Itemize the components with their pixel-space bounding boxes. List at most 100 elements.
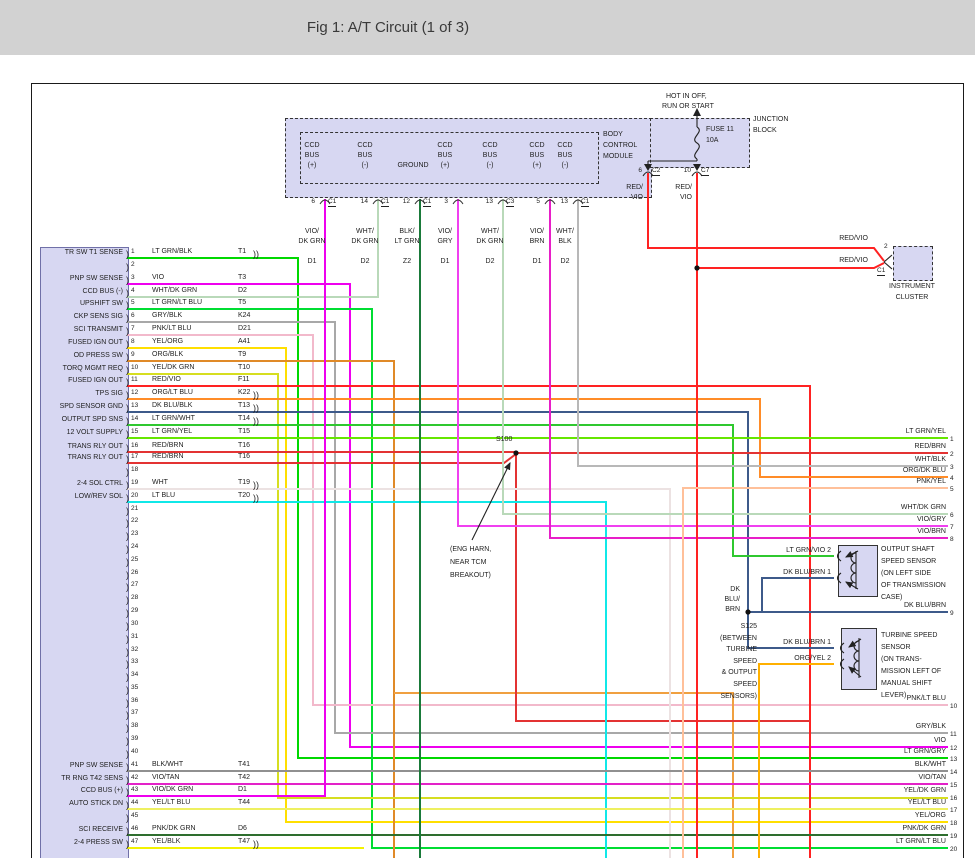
top-wire-color-label: WHT/ (556, 228, 574, 235)
tcm-pin-number: 40 (131, 748, 139, 755)
top-pin-number: 13 (485, 198, 493, 205)
wire-color-label: YEL/BLK (152, 838, 181, 845)
tcm-pin-function-label: FUSED IGN OUT (68, 377, 123, 384)
tcm-pin-number: 15 (131, 428, 139, 435)
edge-pin-number: 4 (950, 475, 954, 482)
wire-color-label: VIO (152, 274, 165, 281)
sensor-pin-label: LT GRN/VIO 2 (786, 547, 831, 554)
top-pin-connector: C1 (581, 198, 590, 207)
sensor-description: (ON TRANS- (881, 656, 922, 663)
pin-bracket-icon: ) (126, 608, 129, 618)
s125-label: SPEED (733, 681, 757, 688)
wire-color-label: VIO (679, 194, 692, 201)
wire-color-label: BLK/WHT (914, 761, 946, 768)
wire-color-label: RED/VIO (839, 235, 868, 242)
bcm-label: CONTROL (603, 142, 638, 149)
ccd-box-label: (+) (532, 162, 542, 169)
sensor-description: MISSION LEFT OF (881, 668, 942, 675)
pin-bracket-icon: ) (126, 685, 129, 695)
pin-bracket-icon: ) (126, 723, 129, 733)
ccd-box-label: CCD (304, 142, 320, 149)
pin-bracket-icon: ) (126, 672, 129, 682)
top-wire-color-label: LT GRN (394, 238, 420, 245)
wire-color-label: WHT (152, 479, 168, 486)
wire-color-label: YEL/DK GRN (152, 364, 195, 371)
top-circuit-label: D2 (360, 258, 370, 265)
pin-bracket-icon: ) (126, 698, 129, 708)
circuit-label: K22 (238, 389, 251, 396)
tcm-pin-number: 33 (131, 658, 139, 665)
tcm-pin-function-label: TPS SIG (95, 390, 123, 397)
top-wire-color-label: BRN (529, 238, 545, 245)
edge-pin-number: 16 (950, 795, 958, 802)
pin-bracket-icon: ) (126, 787, 129, 797)
pin-bracket-icon: ) (126, 621, 129, 631)
tcm-pin-function-label: PNP SW SENSE (69, 762, 123, 769)
tcm-pin-function-label: UPSHIFT SW (79, 300, 123, 307)
pin-bracket-icon: ) (126, 390, 129, 400)
tcm-pin-number: 6 (131, 312, 135, 319)
title-bar: Fig 1: A/T Circuit (1 of 3) (0, 0, 975, 55)
ccd-box-label: CCD (529, 142, 545, 149)
tcm-pin-number: 46 (131, 825, 139, 832)
tcm-pin-number: 42 (131, 774, 139, 781)
ccd-box-label: CCD (557, 142, 573, 149)
sensor-description: OF TRANSMISSION (881, 582, 946, 589)
tcm-pin-number: 32 (131, 646, 139, 653)
s125-label: & OUTPUT (721, 669, 757, 677)
wire-color-label: RED/ (675, 184, 692, 191)
circuit-label: T42 (238, 774, 251, 781)
top-wire-color-label: VIO/ (529, 228, 545, 235)
tcm-pin-function-label: CCD BUS (-) (82, 288, 123, 295)
edge-pin-number: 12 (950, 745, 958, 752)
circuit-label: D2 (238, 287, 247, 294)
pin-bracket-icon: ) (126, 595, 129, 605)
wire-color-label: VIO/TAN (918, 774, 946, 781)
wire-color-label: PNK/YEL (916, 478, 946, 485)
edge-pin-number: 9 (950, 610, 954, 617)
tcm-pin-function-label: TRANS RLY OUT (67, 443, 123, 450)
ccd-box-label: (-) (561, 162, 569, 169)
circuit-label: T14 (238, 415, 251, 422)
edge-pin-number: 10 (950, 703, 958, 710)
top-pin-number: 14 (360, 198, 368, 205)
wire-color-label: ORG/BLK (152, 351, 184, 358)
tcm-pin-number: 16 (131, 442, 139, 449)
wire-color-label: DK (730, 586, 740, 593)
wire-color-label: VIO/GRY (916, 516, 946, 523)
wire-color-label: LT BLU (152, 492, 176, 499)
pin-bracket-icon: ) (126, 544, 129, 554)
pin-bracket-icon: ) (126, 659, 129, 669)
tcm-pin-number: 30 (131, 620, 139, 627)
circuit-label: T44 (238, 799, 251, 806)
junction-pin-connector: C7 (701, 167, 710, 176)
wire-color-label: LT GRN/BLK (152, 248, 193, 255)
pin-bracket-icon: ) (126, 518, 129, 528)
junction-pin-connector: C2 (652, 167, 661, 176)
wire-color-label: PNK/LT BLU (906, 695, 946, 702)
tcm-pin-number: 9 (131, 351, 135, 358)
body-control-module-box (285, 118, 652, 198)
wire-color-label: RED/VIO (152, 376, 181, 383)
tcm-pin-number: 18 (131, 466, 139, 473)
sensor-description: MANUAL SHIFT (881, 680, 933, 687)
top-wire-color-label: VIO/ (304, 228, 320, 235)
top-pin-connector: C1 (423, 198, 432, 207)
tcm-pin-number: 36 (131, 697, 139, 704)
pin-bracket-icon: ) (126, 557, 129, 567)
ccd-box-label: BUS (557, 152, 573, 159)
wire-color-label: VIO/TAN (152, 774, 180, 781)
tcm-pin-function-label: LOW/REV SOL (74, 493, 123, 500)
cluster-conn: C1 (877, 267, 886, 276)
s125-label: TURBINE (726, 646, 757, 654)
bcm-label: BODY (603, 131, 623, 138)
ccd-box-label: (+) (307, 162, 317, 169)
circuit-label: F11 (238, 376, 250, 383)
sensor-description: SENSOR (881, 644, 911, 651)
tcm-pin-number: 11 (131, 376, 138, 383)
tcm-pin-number: 10 (131, 364, 139, 371)
instrument-cluster-box (893, 246, 933, 281)
tcm-pin-function-label: 2-4 PRESS SW (73, 839, 123, 846)
wire-color-label: VIO (933, 737, 946, 744)
tcm-pin-number: 29 (131, 607, 139, 614)
